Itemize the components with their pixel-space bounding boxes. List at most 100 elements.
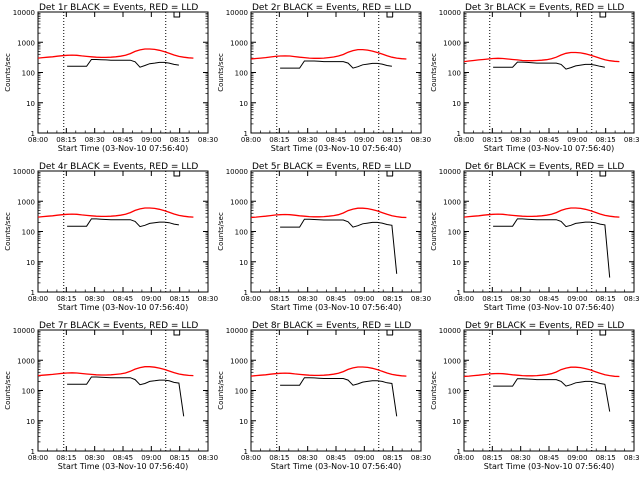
series-line-events — [493, 378, 611, 412]
x-tick-label: 08:30 — [624, 136, 640, 144]
y-tick-label: 1 — [244, 448, 248, 456]
bracket-mark — [173, 330, 180, 336]
y-tick-label: 100 — [22, 70, 35, 78]
x-tick-label: 08:00 — [454, 295, 474, 303]
y-tick-label: 100 — [22, 229, 35, 237]
x-tick-label: 09:00 — [141, 136, 161, 144]
y-tick-label: 10 — [239, 100, 248, 108]
x-tick-label: 08:15 — [170, 136, 190, 144]
bracket-mark — [173, 12, 180, 18]
series-line-lld — [250, 207, 407, 219]
y-tick-label: 1000 — [230, 357, 248, 365]
chart-panel-2: Det 2r BLACK = Events, RED = LLD 1 10 100 10… — [217, 3, 431, 153]
x-axis-label: Start Time (03-Nov-10 07:56:40) — [271, 462, 401, 471]
y-tick-label: 100 — [448, 70, 461, 78]
x-tick-label: 08:15 — [170, 454, 190, 462]
bracket-mark — [599, 12, 606, 18]
x-tick-label: 08:30 — [85, 136, 105, 144]
x-axis-label: Start Time (03-Nov-10 07:56:40) — [271, 144, 401, 153]
y-tick-label: 10 — [239, 418, 248, 426]
x-tick-label: 09:00 — [141, 295, 161, 303]
x-tick-label: 08:00 — [454, 136, 474, 144]
y-tick-label: 1000 — [443, 357, 461, 365]
x-tick-label: 08:45 — [539, 136, 559, 144]
panel-title: Det 7r BLACK = Events, RED = LLD — [39, 321, 198, 331]
x-tick-label: 08:45 — [113, 454, 133, 462]
x-tick-label: 08:00 — [454, 454, 474, 462]
x-tick-label: 08:15 — [596, 136, 616, 144]
series-line-lld — [463, 207, 620, 218]
y-tick-label: 1000 — [17, 198, 35, 206]
x-tick-label: 08:15 — [596, 454, 616, 462]
x-tick-label: 08:00 — [28, 295, 48, 303]
chart-panel-6: Det 6r BLACK = Events, RED = LLD 1 10 100 10… — [430, 162, 640, 312]
panel-title: Det 5r BLACK = Events, RED = LLD — [252, 162, 411, 172]
y-tick-label: 1 — [244, 130, 248, 138]
series-line-events — [67, 218, 179, 228]
y-tick-label: 100 — [235, 388, 248, 396]
y-tick-label: 100 — [235, 229, 248, 237]
x-tick-label: 08:30 — [85, 454, 105, 462]
x-tick-label: 08:30 — [198, 136, 218, 144]
x-tick-label: 08:30 — [85, 295, 105, 303]
panel-title: Det 3r BLACK = Events, RED = LLD — [465, 3, 624, 13]
y-tick-label: 10000 — [439, 327, 461, 335]
x-axis-label: Start Time (03-Nov-10 07:56:40) — [484, 462, 614, 471]
x-axis-label: Start Time (03-Nov-10 07:56:40) — [271, 303, 401, 312]
bracket-mark — [386, 12, 393, 18]
y-tick-label: 1 — [31, 130, 35, 138]
y-tick-label: 10 — [26, 259, 35, 267]
panel-title: Det 4r BLACK = Events, RED = LLD — [39, 162, 198, 172]
y-tick-label: 10 — [452, 418, 461, 426]
series-line-events — [493, 218, 611, 278]
series-line-lld — [37, 366, 194, 377]
y-tick-label: 1000 — [443, 39, 461, 47]
series-line-events — [67, 376, 185, 417]
series-line-events — [67, 59, 179, 68]
y-axis-label: Counts/sec — [4, 371, 12, 410]
series-line-lld — [250, 366, 407, 377]
bracket-mark — [599, 171, 606, 177]
y-tick-label: 10 — [452, 100, 461, 108]
y-axis-label: Counts/sec — [430, 371, 438, 410]
x-tick-label: 08:30 — [298, 295, 318, 303]
y-tick-label: 1 — [31, 448, 35, 456]
x-tick-label: 09:00 — [354, 454, 374, 462]
x-tick-label: 08:30 — [298, 136, 318, 144]
x-axis-label: Start Time (03-Nov-10 07:56:40) — [58, 144, 188, 153]
x-tick-label: 08:30 — [411, 295, 431, 303]
chart-panel-1: Det 1r BLACK = Events, RED = LLD 1 10 100 10… — [4, 3, 218, 153]
chart-panel-4: Det 4r BLACK = Events, RED = LLD 1 10 100 10… — [4, 162, 218, 312]
x-tick-label: 08:15 — [269, 454, 289, 462]
y-axis-label: Counts/sec — [217, 371, 225, 410]
bracket-mark — [386, 330, 393, 336]
x-tick-label: 08:30 — [624, 295, 640, 303]
x-tick-label: 09:00 — [141, 454, 161, 462]
chart-panel-3: Det 3r BLACK = Events, RED = LLD 1 10 100 10… — [430, 3, 640, 153]
x-tick-label: 09:00 — [354, 136, 374, 144]
x-tick-label: 09:00 — [567, 454, 587, 462]
x-tick-label: 08:30 — [511, 454, 531, 462]
panel-title: Det 6r BLACK = Events, RED = LLD — [465, 162, 624, 172]
x-tick-label: 08:30 — [511, 136, 531, 144]
series-line-lld — [463, 366, 620, 378]
chart-panel-8: Det 8r BLACK = Events, RED = LLD 1 10 100 10… — [217, 321, 431, 471]
x-tick-label: 08:00 — [28, 136, 48, 144]
y-tick-label: 1000 — [443, 198, 461, 206]
x-axis-label: Start Time (03-Nov-10 07:56:40) — [58, 462, 188, 471]
x-tick-label: 09:00 — [354, 295, 374, 303]
y-tick-label: 1 — [244, 289, 248, 297]
x-tick-label: 08:15 — [56, 136, 76, 144]
y-tick-label: 1000 — [230, 198, 248, 206]
y-tick-label: 1 — [457, 448, 461, 456]
x-tick-label: 08:15 — [383, 136, 403, 144]
x-tick-label: 08:30 — [511, 295, 531, 303]
x-tick-label: 08:30 — [411, 136, 431, 144]
y-tick-label: 1000 — [17, 357, 35, 365]
y-axis-label: Counts/sec — [4, 53, 12, 92]
y-tick-label: 10000 — [439, 168, 461, 176]
y-tick-label: 10000 — [226, 327, 248, 335]
x-axis-label: Start Time (03-Nov-10 07:56:40) — [58, 303, 188, 312]
y-tick-label: 1 — [457, 289, 461, 297]
y-tick-label: 100 — [22, 388, 35, 396]
